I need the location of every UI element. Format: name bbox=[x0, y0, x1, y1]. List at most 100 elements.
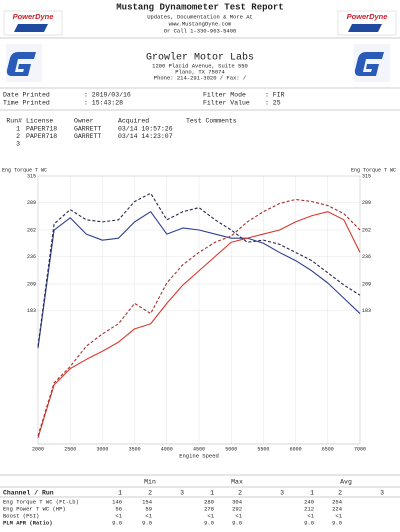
summary-header: 2 bbox=[238, 490, 242, 497]
summary-cell: 56 bbox=[115, 505, 122, 512]
y2-axis-label: Eng Torque T WC bbox=[351, 167, 396, 173]
runs-header: License bbox=[26, 118, 53, 125]
x-tick-label: 6500 bbox=[322, 446, 334, 452]
header-line: Or Call 1-330-963-5400 bbox=[164, 27, 237, 34]
runs-cell: 03/14 14:23:07 bbox=[118, 133, 173, 140]
runs-header: Test Comments bbox=[186, 118, 237, 125]
x-tick-label: 2500 bbox=[64, 446, 76, 452]
summary-header: 2 bbox=[148, 490, 152, 497]
g-logo-shape bbox=[354, 52, 384, 76]
summary-header: Channel / Run bbox=[3, 490, 54, 497]
row-label: Eng Power T WC (HP) bbox=[3, 505, 66, 512]
summary-header: 1 bbox=[210, 490, 214, 497]
logo-left: PowerDyne bbox=[3, 10, 63, 36]
summary-cell: 59 bbox=[145, 505, 152, 512]
summary-header: 1 bbox=[118, 490, 122, 497]
shop-address: 1200 Placid Avenue, Suite 550 bbox=[152, 62, 248, 69]
x-tick-label: 6000 bbox=[290, 446, 302, 452]
summary-cell: <1 bbox=[307, 512, 314, 519]
summary-header: 3 bbox=[380, 490, 384, 497]
group-header: Min bbox=[144, 479, 156, 486]
x-axis-label: Engine Speed bbox=[179, 452, 219, 459]
data-line bbox=[37, 211, 361, 349]
summary-cell: 9.0 bbox=[142, 519, 152, 526]
summary-cell: 224 bbox=[332, 505, 343, 512]
logo-text: PowerDyne bbox=[347, 12, 388, 21]
group-header: Avg bbox=[340, 479, 352, 486]
x-tick-label: 4500 bbox=[193, 446, 205, 452]
summary-cell: 9.0 bbox=[112, 519, 122, 526]
y2-tick-label: 315 bbox=[362, 173, 371, 179]
info-label: Time Printed bbox=[3, 100, 50, 107]
summary-cell: 278 bbox=[204, 505, 214, 512]
shop-phone: Phone: 214-291-3020 / Fax: / bbox=[154, 74, 246, 81]
row-label: PLM AFR (Ratio) bbox=[3, 519, 53, 526]
runs-cell: 03/14 10:57:26 bbox=[118, 126, 173, 133]
info-label: Date Printed bbox=[3, 92, 50, 99]
summary-cell: 304 bbox=[232, 498, 243, 505]
y2-tick-label: 209 bbox=[362, 281, 371, 287]
runs-cell: 2 bbox=[16, 133, 20, 140]
runs-cell: PAPER718 bbox=[26, 133, 57, 140]
data-line bbox=[37, 192, 361, 347]
x-tick-label: 3000 bbox=[96, 446, 108, 452]
shop-city: Plano, TX 75074 bbox=[175, 68, 225, 75]
summary-cell: 154 bbox=[142, 498, 153, 505]
runs-header: Run# bbox=[6, 118, 22, 125]
runs-cell: GARRETT bbox=[74, 133, 101, 140]
summary-cell: <1 bbox=[115, 512, 122, 519]
y-tick-label: 183 bbox=[27, 308, 36, 314]
summary-cell: 9.0 bbox=[332, 519, 342, 526]
y-tick-label: 209 bbox=[27, 281, 36, 287]
logo-stripe bbox=[348, 24, 382, 32]
logo-text: PowerDyne bbox=[13, 12, 54, 21]
summary-cell: 9.0 bbox=[204, 519, 214, 526]
info-label: Filter Value bbox=[203, 100, 250, 107]
summary-cell: <1 bbox=[145, 512, 152, 519]
y-tick-label: 315 bbox=[27, 173, 36, 179]
runs-cell: 1 bbox=[16, 126, 20, 133]
header-line: www.MustangDyne.com bbox=[169, 20, 232, 27]
y2-tick-label: 262 bbox=[362, 227, 371, 233]
shop-name: Growler Motor Labs bbox=[146, 52, 254, 64]
summary-cell: <1 bbox=[235, 512, 242, 519]
x-tick-label: 7000 bbox=[354, 446, 366, 452]
x-tick-label: 5500 bbox=[257, 446, 269, 452]
runs-header: Acquired bbox=[118, 118, 149, 125]
info-value: : 15:43:28 bbox=[84, 100, 123, 107]
header-line: Updates, Documentation & More At bbox=[147, 13, 253, 20]
data-line bbox=[37, 211, 361, 439]
runs-table: Run# License Owner Acquired Test Comments 1 PA… bbox=[6, 118, 236, 148]
summary-cell: 280 bbox=[204, 498, 214, 505]
summary-table: Min Max Avg Channel / Run 1 2 3 1 2 3 1 2 3 Eng Torqu… bbox=[0, 474, 400, 526]
summary-cell: 9.0 bbox=[304, 519, 314, 526]
x-tick-label: 4000 bbox=[161, 446, 173, 452]
row-label: Eng Torque T WC (Ft-Lb) bbox=[3, 498, 79, 505]
info-value: : 2019/03/16 bbox=[84, 92, 131, 99]
report-title: Mustang Dynamometer Test Report bbox=[116, 2, 283, 12]
x-tick-label: 2000 bbox=[32, 446, 44, 452]
y2-tick-label: 289 bbox=[362, 200, 371, 206]
g-logo-right bbox=[354, 44, 390, 82]
summary-header: 3 bbox=[280, 490, 284, 497]
x-tick-label: 3500 bbox=[129, 446, 141, 452]
y-tick-label: 236 bbox=[27, 254, 36, 260]
summary-cell: 146 bbox=[112, 498, 122, 505]
y-tick-label: 262 bbox=[27, 227, 36, 233]
y-tick-label: 289 bbox=[27, 200, 36, 206]
logo-stripe bbox=[14, 24, 48, 32]
info-label: Filter Mode bbox=[203, 92, 246, 99]
row-label: Boost (PSI) bbox=[3, 512, 39, 519]
summary-header: 2 bbox=[338, 490, 342, 497]
summary-header: 1 bbox=[310, 490, 314, 497]
logo-right: PowerDyne bbox=[337, 10, 397, 36]
summary-cell: 212 bbox=[304, 505, 314, 512]
summary-cell: 240 bbox=[304, 498, 314, 505]
runs-cell: PAPER718 bbox=[26, 126, 57, 133]
runs-cell: 3 bbox=[16, 141, 20, 148]
summary-header: 3 bbox=[180, 490, 184, 497]
g-logo-shape bbox=[6, 52, 36, 76]
